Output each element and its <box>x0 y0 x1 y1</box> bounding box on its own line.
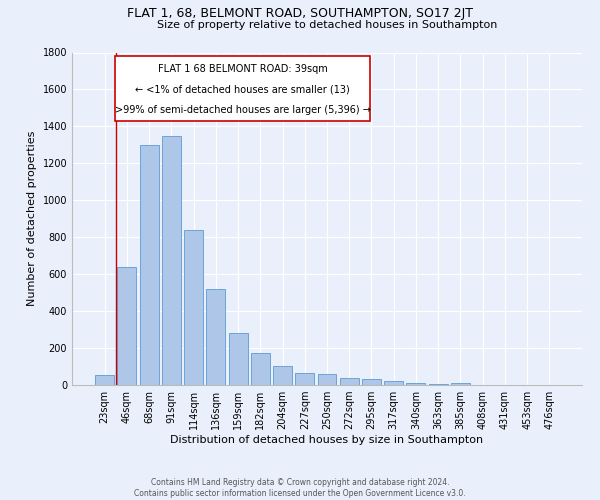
Bar <box>140 145 158 385</box>
Text: ← <1% of detached houses are smaller (13): ← <1% of detached houses are smaller (13… <box>136 85 350 95</box>
Text: FLAT 1, 68, BELMONT ROAD, SOUTHAMPTON, SO17 2JT: FLAT 1, 68, BELMONT ROAD, SOUTHAMPTON, S… <box>127 8 473 20</box>
Text: Contains HM Land Registry data © Crown copyright and database right 2024.
Contai: Contains HM Land Registry data © Crown c… <box>134 478 466 498</box>
Title: Size of property relative to detached houses in Southampton: Size of property relative to detached ho… <box>157 20 497 30</box>
Bar <box>362 378 381 385</box>
Text: >99% of semi-detached houses are larger (5,396) →: >99% of semi-detached houses are larger … <box>115 106 371 116</box>
Bar <box>206 289 225 385</box>
Bar <box>451 383 470 385</box>
Text: FLAT 1 68 BELMONT ROAD: 39sqm: FLAT 1 68 BELMONT ROAD: 39sqm <box>158 64 328 74</box>
Bar <box>384 381 403 385</box>
Bar <box>95 375 114 385</box>
Bar <box>273 366 292 385</box>
Bar <box>317 374 337 385</box>
Y-axis label: Number of detached properties: Number of detached properties <box>27 131 37 306</box>
Bar <box>251 352 270 385</box>
Bar <box>118 267 136 385</box>
Bar <box>295 373 314 385</box>
FancyBboxPatch shape <box>115 56 370 120</box>
Bar <box>406 383 425 385</box>
Bar <box>184 230 203 385</box>
Bar <box>229 334 248 385</box>
Bar <box>429 384 448 385</box>
Bar <box>162 136 181 385</box>
X-axis label: Distribution of detached houses by size in Southampton: Distribution of detached houses by size … <box>170 435 484 445</box>
Bar <box>340 378 359 385</box>
